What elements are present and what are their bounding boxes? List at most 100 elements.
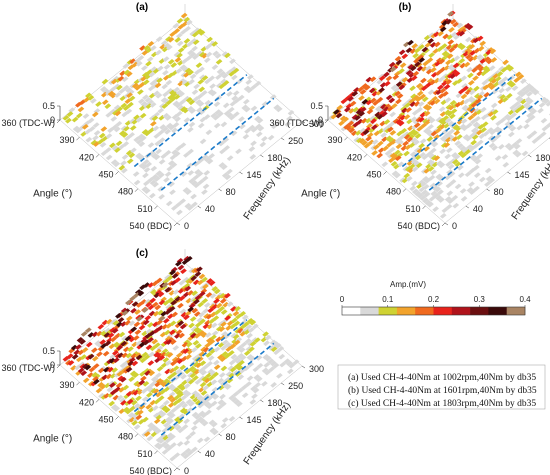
heatmap-cell bbox=[91, 371, 98, 378]
heatmap-cell bbox=[183, 117, 191, 123]
frequency-tick-label: 0 bbox=[452, 221, 457, 231]
heatmap-cell bbox=[141, 186, 149, 192]
heatmap-cell bbox=[200, 346, 207, 353]
heatmap-cell bbox=[204, 44, 212, 50]
heatmap-cell bbox=[221, 351, 228, 357]
heatmap-cell bbox=[190, 332, 197, 339]
heatmap-cell bbox=[278, 353, 286, 360]
heatmap-cell bbox=[153, 176, 161, 182]
heatmap-cell bbox=[189, 430, 196, 437]
heatmap-cell bbox=[167, 383, 175, 390]
heatmap-cell bbox=[232, 310, 240, 317]
heatmap-cell bbox=[496, 93, 504, 100]
heatmap-cell bbox=[126, 92, 133, 98]
heatmap-cell bbox=[395, 98, 402, 105]
heatmap-cell bbox=[387, 137, 395, 144]
heatmap-cell bbox=[177, 105, 185, 111]
heatmap-cell bbox=[236, 365, 244, 371]
heatmap-cell bbox=[505, 86, 512, 92]
heatmap-cell bbox=[458, 99, 466, 106]
heatmap-cell bbox=[426, 159, 434, 165]
heatmap-cell bbox=[520, 78, 527, 84]
angle-tick bbox=[383, 171, 387, 175]
frequency-tick-label: 40 bbox=[205, 204, 215, 214]
angle-tick-label: 420 bbox=[79, 397, 94, 407]
heatmap-cell bbox=[424, 119, 432, 125]
heatmap-cell bbox=[410, 116, 418, 122]
heatmap-cell bbox=[211, 64, 219, 71]
heatmap-cell bbox=[188, 322, 195, 329]
heatmap-cell bbox=[444, 153, 452, 160]
frequency-tick-label: 80 bbox=[494, 187, 504, 197]
heatmap-cell bbox=[397, 139, 404, 146]
heatmap-cell bbox=[342, 116, 350, 123]
heatmap-cell bbox=[445, 44, 453, 51]
heatmap-cell bbox=[394, 90, 401, 97]
heatmap-cell bbox=[112, 341, 120, 348]
heatmap-cell bbox=[107, 366, 114, 373]
heatmap-cell bbox=[417, 179, 425, 186]
heatmap-cell bbox=[136, 316, 143, 322]
heatmap-cell bbox=[229, 366, 237, 373]
heatmap-cell bbox=[465, 53, 472, 60]
heatmap-cell bbox=[131, 341, 138, 348]
heatmap-cell bbox=[418, 57, 425, 63]
heatmap-cell bbox=[179, 198, 187, 204]
heatmap-cell bbox=[537, 107, 544, 114]
heatmap-cell bbox=[452, 21, 460, 28]
heatmap-cell bbox=[539, 131, 547, 138]
heatmap-cell bbox=[234, 306, 241, 312]
angle-tick bbox=[154, 205, 158, 210]
heatmap-cell bbox=[237, 327, 244, 334]
heatmap-cell bbox=[168, 181, 175, 188]
heatmap-cell bbox=[394, 55, 402, 62]
heatmap-cell bbox=[522, 102, 530, 108]
heatmap-cell bbox=[395, 143, 403, 150]
heatmap-cell bbox=[87, 372, 94, 378]
heatmap-cell bbox=[149, 192, 156, 199]
heatmap-cell bbox=[161, 449, 169, 455]
heatmap-cell bbox=[363, 85, 371, 91]
heatmap-cell bbox=[115, 313, 122, 319]
frequency-tick-label: 40 bbox=[205, 449, 215, 459]
heatmap-cell bbox=[220, 422, 227, 429]
heatmap-cell bbox=[220, 78, 227, 85]
heatmap-cell bbox=[198, 291, 206, 297]
heatmap-cell bbox=[147, 360, 155, 366]
heatmap-cell bbox=[409, 185, 417, 192]
heatmap-cell bbox=[201, 420, 209, 427]
angle-axis-title: Angle (°) bbox=[301, 188, 340, 199]
heatmap-cell bbox=[188, 302, 196, 309]
heatmap-cell bbox=[389, 152, 397, 159]
heatmap-cell bbox=[485, 49, 493, 56]
heatmap-cell bbox=[177, 47, 185, 54]
amplitude-tick-label: 0.5 bbox=[310, 101, 323, 111]
heatmap-cell bbox=[467, 79, 475, 86]
heatmap-cell bbox=[400, 128, 408, 134]
heatmap-cell bbox=[339, 115, 347, 122]
heatmap-cell bbox=[233, 339, 241, 346]
heatmap-cell bbox=[144, 130, 151, 137]
heatmap-cell bbox=[219, 393, 226, 400]
heatmap-cell bbox=[122, 105, 130, 111]
heatmap-cell bbox=[230, 66, 237, 72]
heatmap-cell bbox=[426, 77, 434, 84]
heatmap-cell bbox=[164, 274, 171, 281]
heatmap-cell bbox=[277, 345, 285, 352]
dashed-reference-line bbox=[133, 74, 248, 168]
heatmap-cell bbox=[449, 100, 457, 106]
heatmap-cell bbox=[177, 80, 185, 87]
heatmap-cell bbox=[403, 150, 410, 157]
heatmap-cell bbox=[149, 120, 157, 127]
heatmap-cell bbox=[468, 43, 476, 50]
heatmap-cell bbox=[109, 373, 117, 379]
heatmap-cell bbox=[286, 360, 293, 367]
heatmap-cell bbox=[262, 353, 270, 360]
heatmap-cell bbox=[175, 201, 182, 208]
heatmap-cell bbox=[232, 90, 240, 96]
heatmap-cell bbox=[202, 364, 209, 371]
heatmap-cell bbox=[200, 412, 208, 419]
heatmap-cell bbox=[224, 292, 231, 299]
heatmap-cell bbox=[480, 127, 487, 133]
heatmap-cell bbox=[448, 128, 456, 135]
